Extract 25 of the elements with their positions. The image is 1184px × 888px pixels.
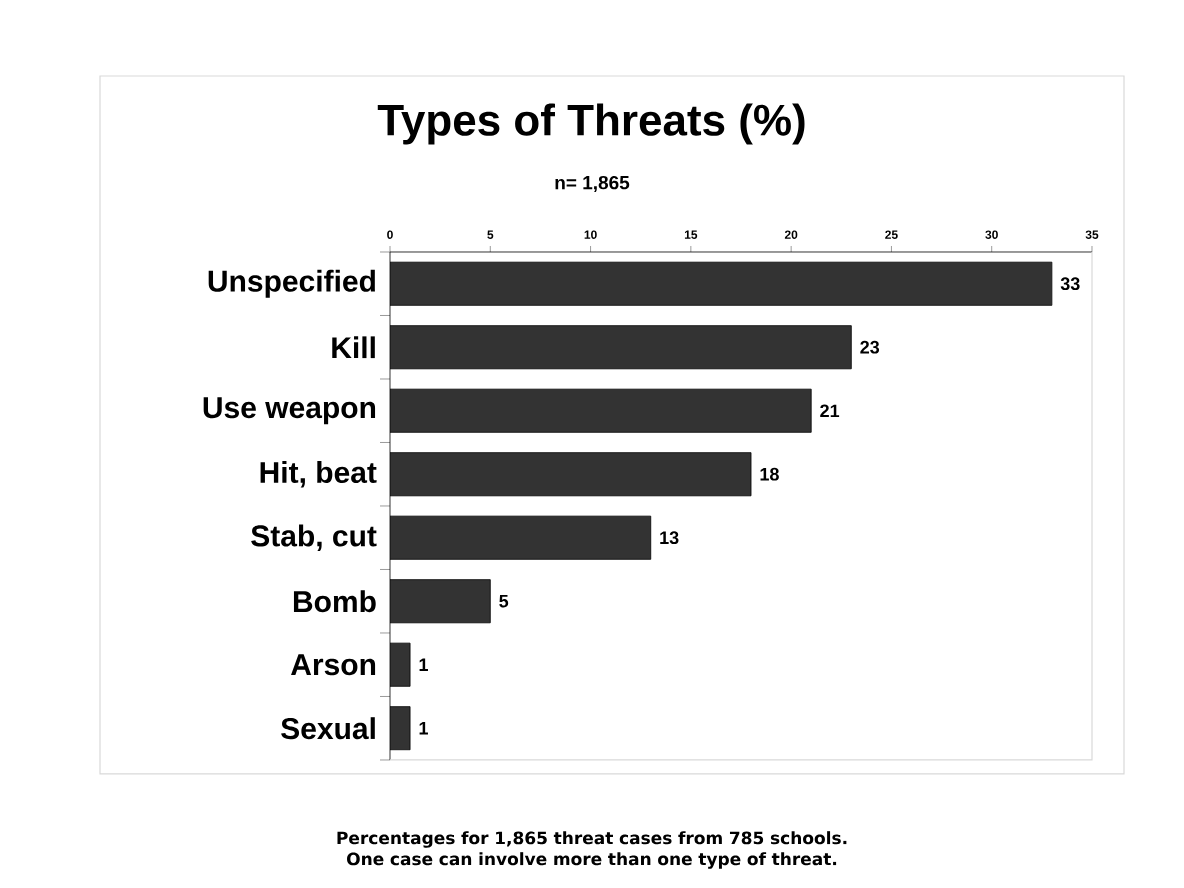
data-label: 13 bbox=[660, 531, 679, 545]
y-tick-label: Bomb bbox=[293, 590, 376, 613]
bar bbox=[390, 452, 752, 497]
data-label: 1 bbox=[419, 722, 428, 735]
y-tick-label: Hit, beat bbox=[260, 461, 377, 488]
data-label: 5 bbox=[499, 594, 509, 608]
bar bbox=[390, 515, 652, 560]
data-label: 33 bbox=[1060, 277, 1080, 291]
bar bbox=[390, 579, 491, 624]
chart-title: Types of Threats (%) bbox=[377, 103, 805, 145]
y-tick-label: Stab, cut bbox=[251, 524, 377, 551]
bar bbox=[390, 261, 1053, 306]
chart-subtitle: n= 1,865 bbox=[555, 175, 630, 193]
data-label: 23 bbox=[860, 340, 880, 354]
y-tick-label: Unspecified bbox=[208, 269, 375, 298]
bar bbox=[390, 388, 812, 433]
bar bbox=[390, 325, 852, 370]
y-tick-label: Kill bbox=[332, 336, 375, 359]
data-label: 21 bbox=[820, 404, 840, 418]
data-label: 1 bbox=[419, 658, 428, 671]
data-label: 18 bbox=[760, 467, 779, 481]
y-tick-label: Arson bbox=[291, 654, 376, 676]
y-tick-label: Sexual bbox=[281, 717, 375, 740]
text: Percentages for 1,865 threat cases from 785 schools. One case can involve more than one type of threat. bbox=[337, 831, 847, 869]
y-tick-label: Use weapon bbox=[203, 397, 376, 425]
